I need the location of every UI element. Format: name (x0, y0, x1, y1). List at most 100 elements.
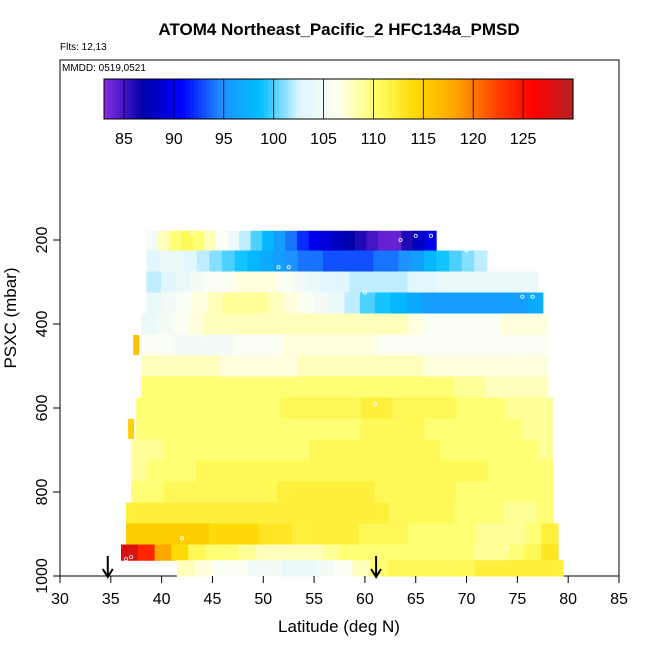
sample-point (200, 336, 205, 341)
heat-cell (342, 439, 359, 461)
heat-cell (328, 355, 346, 377)
heat-cell (520, 502, 538, 524)
colorbar-segment (393, 79, 398, 119)
heat-cell (488, 418, 506, 440)
colorbar-tick-label: 120 (460, 131, 487, 148)
heat-cell (406, 481, 424, 503)
x-tick-label: 35 (102, 591, 120, 608)
heat-cell (503, 502, 521, 524)
heat-cell (376, 397, 394, 419)
heat-cell (184, 250, 198, 272)
heat-cell (438, 502, 456, 524)
heat-cell (423, 250, 438, 272)
heat-cell (485, 376, 502, 398)
heat-cell (282, 313, 299, 335)
heat-cell (406, 460, 424, 482)
colorbar-segment (107, 79, 113, 119)
heat-cell (211, 560, 231, 577)
heat-cell (159, 523, 177, 545)
colorbar-segment (283, 79, 289, 119)
heat-cell (524, 523, 542, 545)
colorbar-segment (404, 79, 410, 119)
dates-label: MMDD: 0519,0521 (62, 63, 146, 74)
colorbar-segment (104, 79, 109, 119)
colorbar-segment (186, 79, 191, 119)
colorbar-segment (447, 79, 453, 119)
x-tick-label: 30 (51, 591, 69, 608)
heat-cell (465, 271, 481, 293)
colorbar-segment (232, 79, 238, 119)
heat-cell (504, 439, 522, 461)
heat-cell (344, 376, 361, 398)
colorbar-segment (174, 79, 179, 119)
heat-cell (266, 376, 283, 398)
heat-cell (142, 523, 160, 545)
colorbar-segment (139, 79, 144, 119)
colorbar-segment (526, 79, 531, 119)
heat-cell (439, 481, 457, 503)
heat-cell (169, 230, 182, 251)
heat-cell (472, 418, 490, 440)
heat-cell (314, 292, 330, 314)
heat-cell (306, 502, 324, 524)
heat-cell (188, 376, 205, 398)
heat-cell (424, 418, 442, 440)
colorbar-segment (389, 79, 394, 119)
heat-cell (163, 460, 181, 482)
heat-cell (392, 397, 410, 419)
heat-cell (420, 292, 437, 314)
colorbar-segment (205, 79, 211, 119)
colorbar-segment (365, 79, 371, 119)
heat-cell (344, 418, 362, 440)
heat-cell (250, 334, 267, 356)
heat-cell (212, 439, 230, 461)
heat-cell (196, 460, 213, 482)
x-tick-label: 65 (407, 591, 425, 608)
colorbar-segment (272, 79, 277, 119)
heat-cell (247, 271, 263, 293)
heat-cell (390, 439, 408, 461)
heat-cell (218, 271, 234, 293)
sample-point (515, 357, 520, 362)
heat-cell (232, 418, 250, 440)
heat-cell (282, 334, 299, 356)
heat-cell (423, 544, 441, 561)
heat-cell (160, 271, 176, 293)
heat-cell (392, 271, 408, 293)
colorbar-segment (115, 79, 121, 119)
heat-cell (440, 418, 458, 440)
heat-cell (320, 230, 333, 251)
heat-cell (541, 523, 559, 545)
heat-cell (407, 313, 424, 335)
heat-cell (454, 376, 471, 398)
heat-cell (225, 523, 243, 545)
heat-cell (412, 230, 426, 251)
heat-cell (126, 523, 144, 545)
flight-arrow-head (370, 568, 382, 579)
colorbar-segment (471, 79, 476, 119)
sample-points (124, 231, 545, 572)
colorbar-segment (354, 79, 359, 119)
heat-cell (436, 292, 452, 314)
heat-cell (250, 376, 267, 398)
heat-cell (168, 418, 185, 440)
heat-cell (424, 397, 442, 419)
heat-cell (323, 502, 341, 524)
heat-cell (469, 334, 486, 356)
heat-cell (328, 334, 346, 356)
colorbar-segment (467, 79, 472, 119)
heat-cell (242, 523, 260, 545)
heat-cell (344, 334, 361, 356)
heat-cell (355, 502, 373, 524)
heat-cell (408, 397, 426, 419)
heat-cell (532, 334, 549, 356)
heat-cell (204, 271, 220, 293)
heat-cell (469, 376, 486, 398)
heat-cell (334, 271, 350, 293)
heat-cell (360, 250, 374, 272)
heat-cell (159, 250, 173, 272)
heat-cell (325, 460, 343, 482)
heat-cell (260, 460, 278, 482)
heat-cell (156, 334, 174, 356)
heat-cell (457, 544, 475, 561)
